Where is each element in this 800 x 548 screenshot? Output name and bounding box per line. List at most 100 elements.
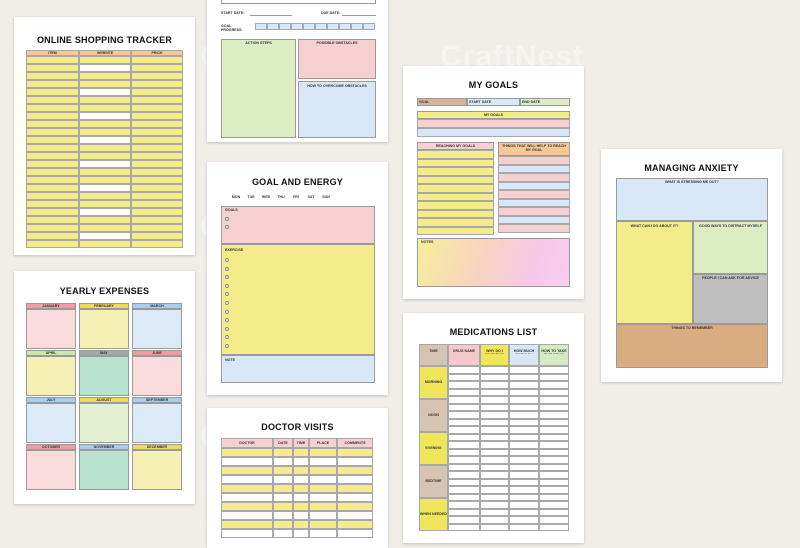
table-cell xyxy=(539,471,569,479)
table-cell xyxy=(509,448,539,456)
goal-checkbox[interactable] xyxy=(225,217,229,221)
table-cell xyxy=(480,433,509,441)
exercise-checkbox[interactable] xyxy=(225,301,229,305)
table-cell xyxy=(79,200,131,208)
weekday-label: SUN xyxy=(322,195,330,199)
table-cell xyxy=(79,88,131,96)
table-cell xyxy=(539,501,569,509)
exercise-checkbox[interactable] xyxy=(225,344,229,348)
table-cell xyxy=(539,426,569,434)
things-row xyxy=(498,224,570,233)
table-cell xyxy=(539,456,569,464)
time-cell xyxy=(419,366,448,399)
goals-label: GOALS xyxy=(225,208,238,212)
reaching-header xyxy=(417,142,494,150)
goal-sheet-page: START DATE: DUE DATE: GOAL PROGRESS: ACT… xyxy=(207,0,388,142)
column-header xyxy=(131,50,183,56)
month-box xyxy=(79,403,129,443)
table-cell xyxy=(539,441,569,449)
column-header-label: WEBSITE xyxy=(96,51,114,55)
exercise-checkbox[interactable] xyxy=(225,258,229,262)
table-cell xyxy=(448,433,480,441)
exercise-checkbox[interactable] xyxy=(225,326,229,331)
table-cell xyxy=(309,529,337,538)
month-box xyxy=(26,403,76,443)
month-header xyxy=(132,303,182,309)
reaching-row xyxy=(417,226,494,235)
table-cell xyxy=(509,493,539,501)
table-cell xyxy=(293,529,309,538)
table-cell xyxy=(131,208,183,216)
table-cell xyxy=(509,396,539,404)
things-row xyxy=(498,173,570,182)
exercise-checkbox[interactable] xyxy=(225,283,229,288)
due-date-line xyxy=(342,15,376,16)
table-cell xyxy=(26,56,79,64)
table-cell xyxy=(509,516,539,524)
table-cell xyxy=(539,508,569,516)
progress-cell xyxy=(339,23,351,30)
remember-box xyxy=(616,324,768,368)
table-cell xyxy=(480,388,509,396)
table-cell xyxy=(131,232,183,240)
table-cell xyxy=(221,493,273,502)
table-cell xyxy=(539,523,569,531)
month-box xyxy=(132,450,182,490)
table-cell xyxy=(539,516,569,524)
things-row xyxy=(498,190,570,199)
table-cell xyxy=(26,120,79,128)
table-cell xyxy=(337,520,373,529)
note-label: NOTE xyxy=(225,358,235,362)
column-header xyxy=(273,438,293,448)
exercise-checkbox[interactable] xyxy=(225,275,229,280)
goals-box xyxy=(221,206,375,244)
month-label: JANUARY xyxy=(42,304,60,308)
table-cell xyxy=(309,457,337,466)
table-cell xyxy=(539,403,569,411)
table-cell xyxy=(79,240,131,248)
month-label: JULY xyxy=(46,398,56,402)
exercise-checkbox[interactable] xyxy=(225,292,229,297)
exercise-checkbox[interactable] xyxy=(225,266,229,271)
table-cell xyxy=(273,529,293,538)
table-cell xyxy=(131,192,183,200)
table-cell xyxy=(26,200,79,208)
table-cell xyxy=(309,520,337,529)
table-cell xyxy=(79,224,131,232)
things-row xyxy=(498,181,570,190)
exercise-checkbox[interactable] xyxy=(225,318,229,323)
table-cell xyxy=(131,88,183,96)
table-cell xyxy=(480,448,509,456)
table-cell xyxy=(131,160,183,168)
weekday-label: WED xyxy=(261,195,271,199)
table-cell xyxy=(79,136,131,144)
progress-cell xyxy=(255,23,267,30)
due-date-label: DUE DATE: xyxy=(321,11,341,15)
reaching-row xyxy=(417,167,494,176)
action-steps-box xyxy=(221,39,296,138)
table-cell xyxy=(273,466,293,475)
my-goals-header xyxy=(417,111,570,119)
month-header xyxy=(26,444,76,450)
things-row xyxy=(498,198,570,207)
exercise-checkbox[interactable] xyxy=(225,309,229,314)
table-cell xyxy=(539,366,569,374)
table-cell xyxy=(293,520,309,529)
table-cell xyxy=(131,200,183,208)
table-cell xyxy=(131,216,183,224)
yearly-expenses-page: YEARLY EXPENSES JANUARY FEBRUARY MARCH APRI… xyxy=(14,271,195,504)
table-cell xyxy=(79,96,131,104)
table-cell xyxy=(26,144,79,152)
exercise-checkbox[interactable] xyxy=(225,335,229,340)
table-cell xyxy=(26,240,79,248)
table-cell xyxy=(26,96,79,104)
table-cell xyxy=(79,168,131,176)
table-cell xyxy=(273,520,293,529)
table-cell xyxy=(131,96,183,104)
table-cell xyxy=(26,176,79,184)
table-cell xyxy=(480,493,509,501)
table-cell xyxy=(448,471,480,479)
month-label: SEPTEMBER xyxy=(145,398,169,402)
table-cell xyxy=(448,493,480,501)
goal-checkbox[interactable] xyxy=(225,225,229,229)
